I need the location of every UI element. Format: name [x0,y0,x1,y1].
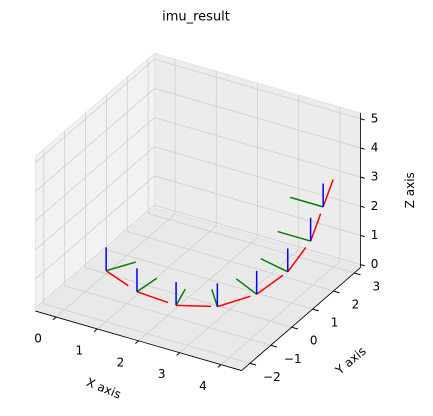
grid-line [43,303,251,364]
tick-mark [52,316,57,321]
tick-mark [360,264,365,267]
grid-line [35,58,155,163]
y-tick-label: 2 [352,298,360,312]
tick-mark [217,364,222,368]
tick-mark [270,344,278,348]
grid-line [154,88,361,149]
frame-axis [217,295,251,308]
z-tick-label: 1 [371,228,379,242]
grid-line [35,204,155,309]
tick-mark [360,205,365,208]
x-tick-label: 4 [199,379,207,393]
frame-axis [289,196,324,208]
tick-mark [291,326,298,330]
z-tick-label: 4 [371,140,379,154]
grid-line [35,88,155,192]
z-tick-label: 5 [371,111,379,125]
x-tick-label: 0 [34,332,42,346]
x-axis-label: X axis [84,375,123,401]
frame-axis [256,274,284,295]
z-tick-label: 2 [371,199,379,213]
grid-line [64,285,271,346]
z-tick-label: 3 [371,170,379,184]
frame-axis [136,290,169,304]
x-tick-label: 2 [117,355,125,369]
z-tick-label: 0 [371,257,379,271]
grid-line [220,261,341,365]
frame-axis [136,277,158,293]
y-tick-label: 0 [310,334,318,348]
grid-line [35,117,155,221]
frame-axis [287,247,307,273]
frame-axis [105,261,137,272]
y-axis-label: Y axis [332,344,369,378]
tick-mark [333,290,340,294]
grid-line [106,249,313,310]
tick-mark [360,118,365,121]
tick-mark [135,340,139,344]
chart-title: imu_result [162,10,230,25]
frame-axis [211,289,219,307]
tick-mark [354,272,361,276]
frame-axis [235,278,258,295]
grid-line [35,175,155,280]
grid-line [138,237,258,342]
frame-axis [175,288,186,306]
frame-axis [277,230,311,242]
z-axis-label: Z axis [403,172,417,208]
y-tick-label: 1 [331,316,339,330]
tick-mark [360,147,365,150]
frame-axis [176,304,212,308]
grid-line [97,225,217,330]
tick-mark [312,308,319,312]
frame-axis [322,179,334,208]
x-tick-label: 3 [158,367,166,381]
y-tick-label: 3 [372,279,380,293]
grid-line [154,204,361,265]
grid-line [85,267,292,328]
tick-mark [93,328,98,333]
x-tick-label: 1 [75,343,83,357]
frame-axis [260,257,289,273]
y-axis-line [241,267,361,371]
grid-line [35,146,155,251]
grid-line [154,117,361,178]
y-tick-label: −2 [263,370,281,384]
x-axis-line [35,310,242,371]
tick-mark [360,176,365,179]
grid-line [127,231,334,292]
grid-line [55,213,176,318]
grid-line [154,58,361,120]
frame-axis [105,270,129,287]
tick-mark [360,234,365,238]
tick-mark [249,362,257,366]
y-tick-label: −1 [284,352,302,366]
tick-mark [176,352,181,356]
grid-line [148,213,355,274]
frame-axis [309,213,322,242]
grid-line [154,175,361,236]
